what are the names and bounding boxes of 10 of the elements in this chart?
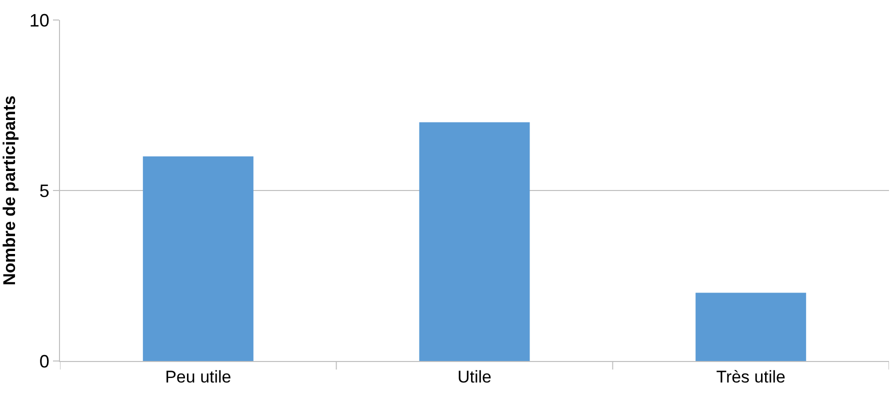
y-tick-label: 5 (39, 180, 50, 201)
y-tick-label: 0 (39, 351, 50, 372)
bar (142, 156, 254, 361)
y-axis-title: Nombre de participants (0, 96, 19, 286)
x-tick-label: Très utile (716, 367, 786, 386)
bar (419, 122, 530, 361)
x-tick-label: Utile (457, 367, 492, 386)
x-tick-label: Peu utile (165, 367, 232, 386)
y-tick-label: 10 (29, 10, 50, 30)
bar (696, 292, 806, 361)
